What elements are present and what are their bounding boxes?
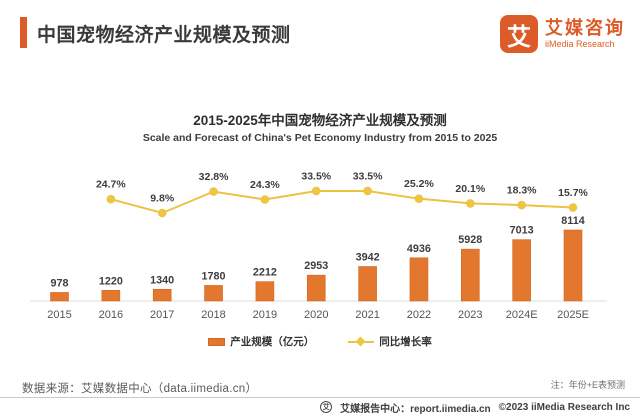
growth-rate-label: 33.5% bbox=[301, 170, 331, 182]
iimedia-logo: 艾 艾媒咨询 iiMedia Research bbox=[500, 15, 625, 53]
industry-scale-bar bbox=[409, 257, 429, 302]
growth-rate-point bbox=[414, 194, 424, 203]
growth-rate-label: 9.8% bbox=[150, 193, 175, 205]
x-axis-year-label: 2015 bbox=[47, 309, 71, 321]
logo-name-cn: 艾媒咨询 bbox=[545, 17, 625, 38]
growth-rate-label: 32.8% bbox=[199, 171, 229, 183]
growth-rate-label: 25.2% bbox=[404, 178, 434, 190]
x-axis-year-label: 2023 bbox=[458, 309, 482, 321]
logo-text: 艾媒咨询 iiMedia Research bbox=[545, 17, 625, 49]
legend-label-growth-rate: 同比增长率 bbox=[379, 336, 432, 348]
growth-rate-point bbox=[568, 203, 578, 212]
bar-series-swatch-icon bbox=[208, 337, 226, 346]
bar-value-label: 1780 bbox=[202, 270, 226, 282]
logo-name-en: iiMedia Research bbox=[545, 38, 615, 49]
footer-divider bbox=[0, 397, 640, 398]
legend-item-industry-scale: 产业规模（亿元） bbox=[208, 334, 314, 349]
bar-value-label: 3942 bbox=[356, 252, 380, 264]
growth-rate-point bbox=[157, 208, 167, 218]
x-axis-year-label: 2018 bbox=[201, 309, 225, 321]
x-axis-year-label: 2019 bbox=[253, 309, 277, 321]
iimedia-badge-icon: 艾 bbox=[320, 401, 333, 413]
x-axis-year-label: 2017 bbox=[150, 309, 174, 321]
bar-value-label: 1220 bbox=[99, 275, 123, 287]
line-series-swatch-icon bbox=[348, 336, 375, 346]
industry-scale-bar bbox=[204, 285, 223, 302]
industry-scale-bar bbox=[50, 292, 69, 302]
industry-scale-bar bbox=[255, 281, 275, 302]
industry-scale-bar bbox=[152, 288, 172, 302]
footer-report-center: 艾媒报告中心：report.iimedia.cn bbox=[340, 403, 491, 415]
x-axis-year-label: 2021 bbox=[355, 309, 379, 321]
chart-plot: 978 2015 1220 2016 1340 2017 1780 2018 2212 2019 2… bbox=[30, 170, 607, 321]
growth-rate-point bbox=[260, 195, 270, 204]
bar-value-label: 2212 bbox=[253, 267, 277, 279]
industry-scale-bar bbox=[358, 266, 377, 302]
page-title: 中国宠物经济产业规模及预测 bbox=[37, 25, 291, 46]
growth-rate-point bbox=[466, 199, 475, 208]
chart: 2015-2025年中国宠物经济产业规模及预测 Scale and Foreca… bbox=[0, 112, 640, 349]
industry-scale-bar bbox=[460, 248, 480, 302]
bar-value-label: 2953 bbox=[304, 260, 328, 272]
growth-rate-point bbox=[517, 200, 526, 210]
bar-value-label: 978 bbox=[50, 277, 68, 289]
bar-value-label: 1340 bbox=[150, 274, 174, 286]
growth-rate-label: 15.7% bbox=[558, 187, 588, 199]
footer: 艾 艾媒报告中心：report.iimedia.cn ©2023 iiMedia… bbox=[0, 398, 640, 416]
x-axis-year-label: 2024E bbox=[506, 309, 538, 321]
footer-copyright: ©2023 iiMedia Research Inc bbox=[498, 401, 630, 413]
chart-subtitle: Scale and Forecast of China's Pet Econom… bbox=[142, 132, 498, 144]
growth-rate-point bbox=[311, 186, 321, 196]
growth-rate-label: 24.7% bbox=[96, 179, 126, 191]
growth-rate-label: 24.3% bbox=[250, 179, 280, 191]
industry-scale-bar bbox=[563, 229, 583, 302]
bar-value-label: 8114 bbox=[561, 215, 584, 227]
legend-item-growth-rate: 同比增长率 bbox=[348, 334, 432, 349]
title-accent-bar bbox=[20, 17, 27, 48]
growth-rate-label: 18.3% bbox=[507, 185, 537, 197]
industry-scale-bar bbox=[512, 239, 531, 302]
growth-rate-point bbox=[209, 187, 218, 196]
chart-legend: 产业规模（亿元） 同比增长率 bbox=[0, 334, 640, 349]
x-axis-year-label: 2022 bbox=[407, 309, 431, 321]
growth-rate-label: 20.1% bbox=[455, 183, 485, 195]
growth-rate-line bbox=[110, 189, 574, 215]
industry-scale-bar bbox=[101, 290, 121, 302]
growth-rate-point bbox=[363, 186, 372, 196]
data-source: 数据来源：艾媒数据中心（data.iimedia.cn） bbox=[22, 383, 258, 395]
industry-scale-bar bbox=[306, 274, 326, 302]
iimedia-logo-icon: 艾 bbox=[500, 15, 538, 53]
growth-rate-label: 33.5% bbox=[353, 170, 383, 182]
chart-title: 2015-2025年中国宠物经济产业规模及预测 bbox=[193, 113, 447, 128]
bar-value-label: 5928 bbox=[458, 234, 482, 246]
x-axis-year-label: 2025E bbox=[557, 309, 589, 321]
x-axis-year-label: 2016 bbox=[99, 309, 123, 321]
bar-value-label: 7013 bbox=[510, 225, 534, 237]
forecast-note: 注：年份+E表预测 bbox=[550, 380, 625, 390]
x-axis-year-label: 2020 bbox=[304, 309, 328, 321]
growth-rate-point bbox=[106, 194, 116, 204]
bar-value-label: 4936 bbox=[407, 243, 431, 255]
legend-label-industry-scale: 产业规模（亿元） bbox=[230, 336, 315, 348]
